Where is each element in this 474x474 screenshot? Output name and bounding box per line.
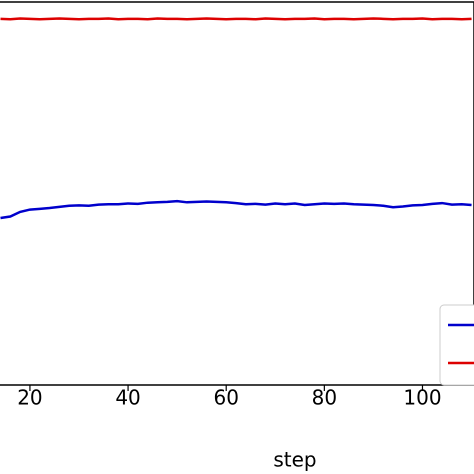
x-tick-label: 40 xyxy=(115,386,140,410)
x-tick-label: 80 xyxy=(312,386,337,410)
x-tick-label: 100 xyxy=(403,386,441,410)
x-tick-label: 60 xyxy=(213,386,238,410)
x-tick-label: 20 xyxy=(17,386,42,410)
series-line xyxy=(0,17,472,21)
x-axis-label: step xyxy=(273,448,316,472)
legend-box xyxy=(439,304,474,386)
series-line xyxy=(0,199,472,220)
plot-frame xyxy=(0,1,474,386)
legend xyxy=(439,304,474,386)
